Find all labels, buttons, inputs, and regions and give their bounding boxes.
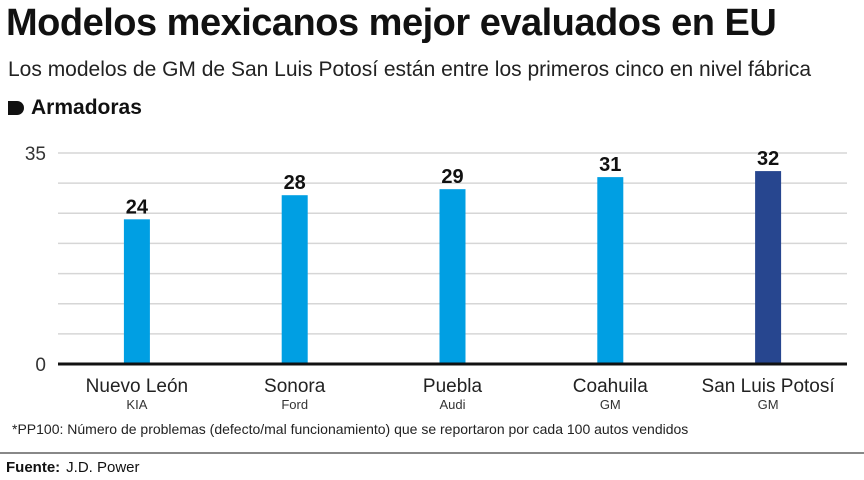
x-sub-label: Ford (281, 397, 308, 412)
bar (281, 195, 308, 364)
data-label: 31 (599, 154, 621, 176)
x-tick-label: Nuevo León (86, 376, 188, 397)
x-tick-label: Puebla (423, 376, 483, 397)
x-sub-label: GM (600, 397, 621, 412)
x-tick-label: Sonora (264, 376, 326, 397)
data-label: 32 (757, 148, 779, 170)
data-label: 24 (126, 196, 149, 218)
data-label: 28 (284, 172, 306, 194)
divider (0, 452, 864, 454)
tag-icon (8, 101, 24, 115)
bar (755, 171, 782, 364)
chart-subtitle: Los modelos de GM de San Luis Potosí est… (8, 58, 812, 81)
bar (597, 177, 624, 364)
x-tick-label: San Luis Potosí (702, 376, 836, 397)
x-sub-label: GM (758, 397, 779, 412)
section-label: Armadoras (31, 96, 142, 119)
section-header: Armadoras (8, 96, 142, 120)
source: Fuente: J.D. Power (6, 459, 140, 476)
source-label: Fuente: (6, 459, 61, 476)
bar (439, 189, 466, 364)
data-label: 29 (441, 166, 463, 188)
x-sub-label: KIA (126, 397, 147, 412)
source-value: J.D. Power (66, 459, 140, 476)
x-sub-label: Audi (439, 397, 465, 412)
footnote: *PP100: Número de problemas (defecto/mal… (12, 421, 689, 437)
bar (123, 219, 150, 364)
chart-title: Modelos mexicanos mejor evaluados en EU (6, 2, 777, 44)
x-tick-label: Coahuila (573, 376, 648, 397)
y-tick-label: 35 (25, 144, 46, 165)
y-tick-label: 0 (35, 355, 46, 376)
